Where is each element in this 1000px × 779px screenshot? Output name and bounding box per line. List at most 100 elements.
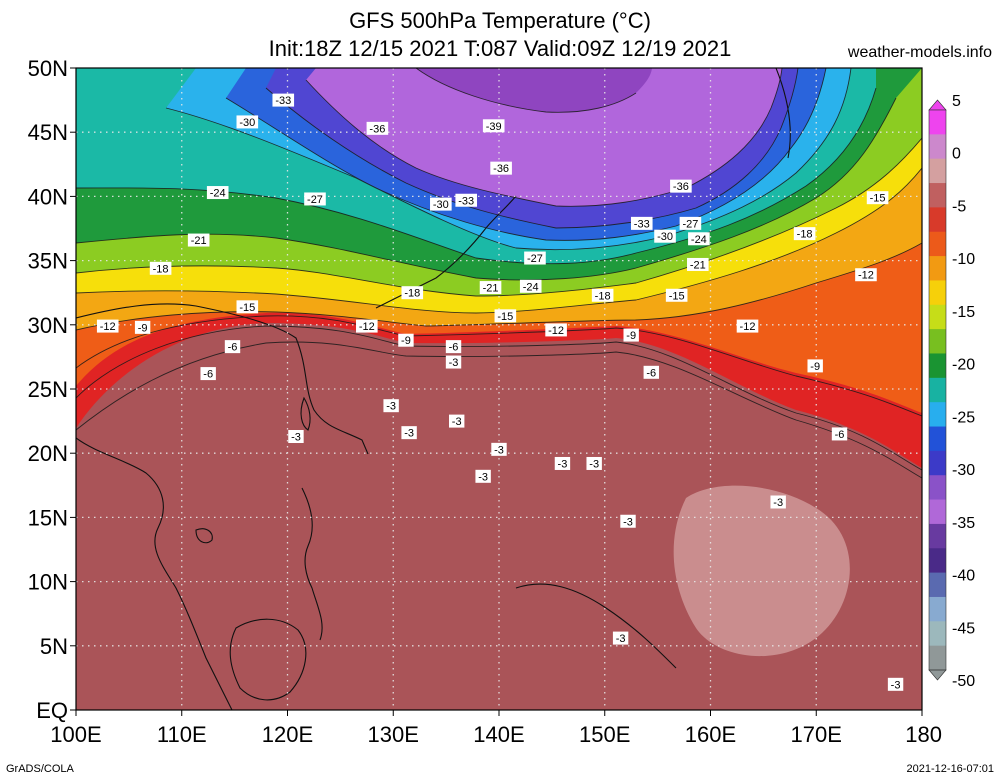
isotherm-minus27	[165, 68, 852, 251]
isotherm-minus12	[76, 242, 922, 331]
contour-label: -6	[831, 427, 848, 441]
contour-label: -3	[554, 456, 571, 470]
contour-label-text: -21	[191, 235, 207, 247]
contour-label-text: -27	[307, 194, 323, 206]
isotherm-contours	[76, 68, 922, 479]
lat-label: 20N	[28, 441, 68, 466]
contour-label-text: -6	[835, 429, 845, 441]
contour-label-text: -9	[401, 335, 411, 347]
colorbar-swatch	[929, 329, 946, 354]
colorbar-label: -10	[952, 251, 975, 268]
contour-label: -18	[591, 288, 614, 302]
lat-label: 5N	[40, 634, 68, 659]
contour-label: -24	[519, 279, 542, 293]
isotherm-minus3	[76, 341, 922, 479]
isotherm-minus39	[415, 68, 637, 113]
contour-label-text: -3	[386, 401, 396, 413]
colorbar-swatch	[929, 377, 946, 403]
colorbar-label: -20	[952, 357, 975, 374]
contour-label: -24	[206, 186, 229, 200]
colorbar-swatch	[929, 426, 946, 452]
contour-label: -6	[200, 367, 216, 381]
contour-label-text: -12	[359, 321, 375, 333]
isotherm-minus6	[76, 325, 922, 471]
contour-label: -33	[455, 193, 478, 207]
contour-label: -3	[383, 399, 399, 413]
contour-label: -27	[679, 216, 702, 230]
contour-label-text: -12	[548, 325, 564, 337]
contour-label: -9	[807, 359, 823, 373]
contour-label: -36	[490, 161, 512, 175]
colorbar-label: -50	[952, 673, 975, 690]
contour-label-text: -9	[626, 330, 636, 342]
contour-label: -21	[479, 281, 502, 295]
coastline-kamchatka	[775, 68, 791, 159]
contour-label: -12	[855, 268, 877, 282]
coastlines	[76, 68, 791, 710]
colorbar-swatch	[929, 572, 946, 598]
colorbar-label: -15	[952, 304, 975, 321]
contour-label-text: -3	[616, 633, 626, 645]
coastline-borneo	[229, 618, 307, 701]
contour-label-text: -27	[682, 218, 698, 230]
contour-label: -24	[688, 232, 710, 246]
contour-label: -18	[401, 286, 424, 300]
contour-label-text: -36	[493, 163, 509, 175]
colorbar-swatch	[929, 475, 946, 500]
colorbar-label: -25	[952, 409, 975, 426]
contour-label: -30	[236, 115, 259, 129]
contour-label-text: -21	[483, 283, 499, 295]
colorbar-swatch	[929, 304, 946, 330]
contour-label: -12	[736, 319, 759, 333]
contour-label-text: -36	[673, 181, 689, 193]
colorbar-swatch	[929, 499, 946, 525]
contour-label: -12	[545, 323, 567, 337]
lat-label: 25N	[28, 377, 68, 402]
contour-label-text: -33	[634, 218, 650, 230]
lat-label: 10N	[28, 570, 68, 595]
colorbar-label: -30	[952, 462, 975, 479]
contour-label: -3	[620, 514, 636, 528]
contour-label-text: -12	[858, 270, 874, 282]
lat-label: 40N	[28, 184, 68, 209]
contour-label-text: -9	[138, 322, 148, 334]
contour-label: -36	[670, 179, 692, 193]
coastline-philippines	[301, 487, 323, 641]
contour-label: -6	[643, 365, 659, 379]
contour-label: -3	[586, 456, 602, 470]
contour-label: -12	[96, 319, 119, 333]
contour-label: -3	[612, 631, 629, 645]
colorbar-swatch	[929, 158, 946, 184]
colorbar-top-arrow	[928, 99, 947, 111]
lon-label: 100E	[50, 722, 101, 747]
contour-label-text: -12	[740, 321, 756, 333]
contour-label: -12	[356, 319, 378, 333]
colorbar-swatch	[929, 110, 946, 135]
colorbar-swatch	[929, 548, 946, 574]
contour-label-text: -24	[210, 188, 226, 200]
contour-label: -18	[149, 261, 172, 275]
colorbar-frame	[928, 109, 947, 671]
colorbar-swatch	[929, 450, 946, 476]
contour-label: -3	[770, 495, 786, 509]
contour-label-text: -15	[669, 290, 685, 302]
contour-label: -3	[449, 414, 465, 428]
lat-label: 15N	[28, 505, 68, 530]
timestamp: 2021-12-16-07:01	[906, 763, 994, 775]
isotherm-minus15	[76, 167, 922, 314]
contour-label-text: -15	[497, 311, 513, 323]
map-subtitle: Init:18Z 12/15 2021 T:087 Valid:09Z 12/1…	[268, 36, 732, 61]
colorbar-swatch	[929, 596, 946, 622]
contour-label-text: -6	[646, 367, 656, 379]
longitude-labels: 100E 110E 120E 130E 140E 150E 160E 170E 180	[50, 722, 942, 747]
contour-label-text: -3	[452, 416, 462, 428]
contour-label-text: -3	[891, 679, 901, 691]
colorbar-swatch	[929, 621, 946, 647]
lon-label: 180	[905, 722, 942, 747]
contour-label-text: -30	[433, 199, 449, 211]
contour-label-text: -24	[691, 234, 707, 246]
colorbar-label: -45	[952, 620, 975, 637]
contour-label: -3	[475, 469, 491, 483]
contour-label: -27	[524, 251, 546, 265]
